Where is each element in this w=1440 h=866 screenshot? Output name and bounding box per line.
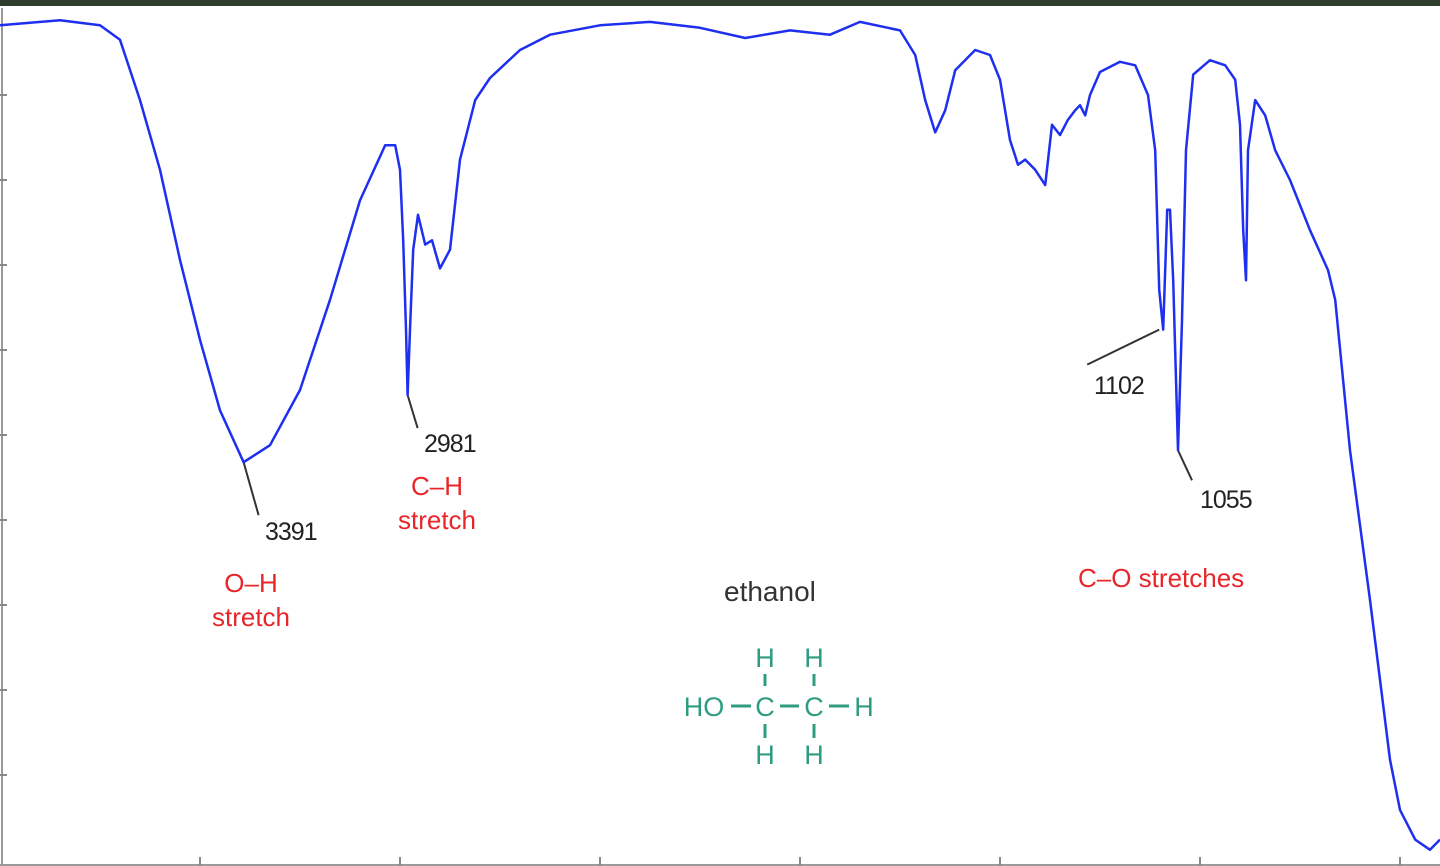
oh-stretch-annotation: O–H stretch [196, 566, 306, 634]
mol-h2-bottom: H [804, 740, 824, 770]
mol-h2-top: H [804, 643, 824, 673]
peak-label-1102: 1102 [1094, 372, 1145, 400]
ch-stretch-label: stretch [397, 505, 477, 535]
chart-title: ethanol [724, 576, 816, 607]
leader-line-1102 [1086, 328, 1160, 366]
ch-label: C–H [410, 471, 463, 501]
mol-c2: C [804, 692, 824, 722]
oh-stretch-label: stretch [211, 602, 291, 632]
oh-label: O–H [224, 568, 278, 598]
ethanol-structure: HO C C H H H H H [684, 643, 874, 770]
co-stretches-annotation: C–O stretches [1078, 563, 1245, 593]
mol-c1: C [755, 692, 775, 722]
ch-stretch-annotation: C–H stretch [382, 469, 492, 537]
mol-h1-top: H [755, 643, 775, 673]
mol-h1-bottom: H [755, 740, 775, 770]
peak-label-3391: 3391 [265, 518, 318, 546]
mol-ho: HO [684, 692, 725, 722]
mol-h-end: H [854, 692, 874, 722]
spectrum-line [0, 18, 1440, 852]
leader-line-1055 [1177, 449, 1193, 481]
mol-bonds [731, 674, 849, 738]
top-bar [0, 0, 1440, 6]
leader-line-3391 [242, 461, 260, 516]
peak-label-1055: 1055 [1200, 486, 1253, 514]
leader-line-2981 [406, 394, 419, 429]
peak-label-2981: 2981 [424, 430, 477, 458]
